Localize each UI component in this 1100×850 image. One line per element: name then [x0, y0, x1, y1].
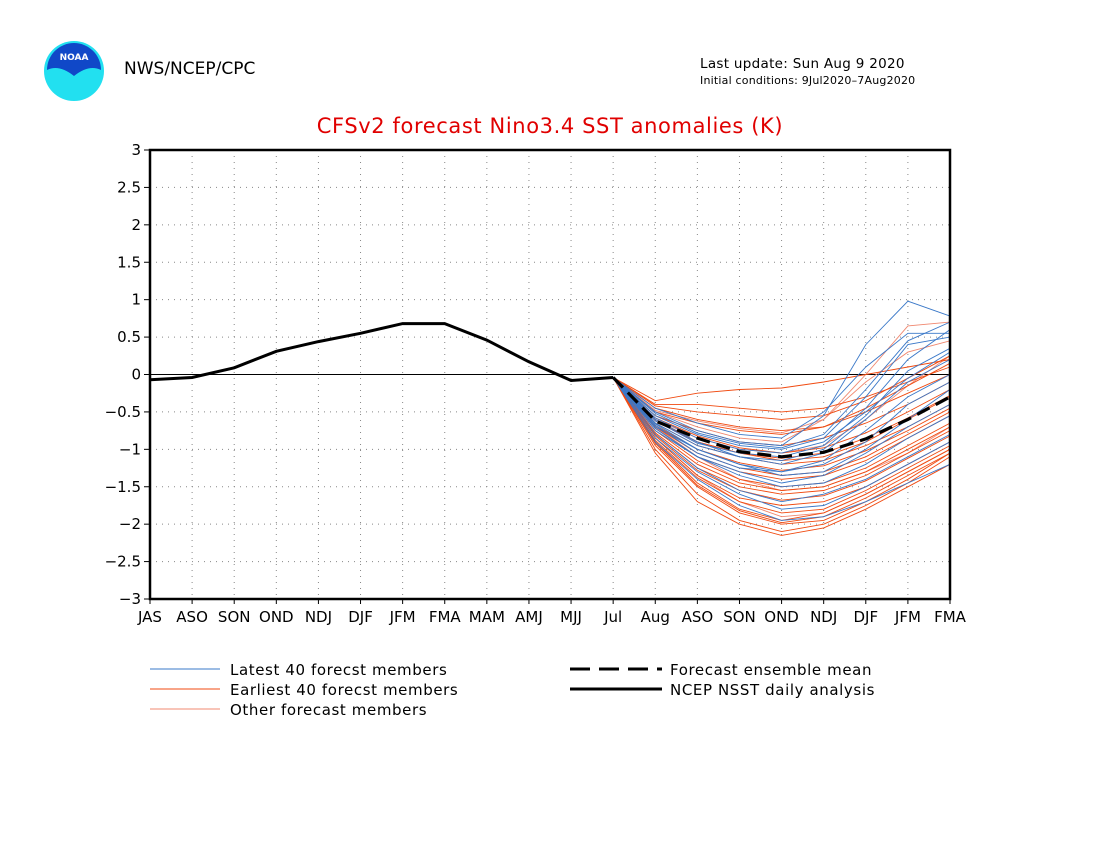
latest-member-line [612, 332, 950, 439]
latest-member-line [612, 347, 951, 462]
x-tick-label: AMJ [515, 608, 543, 626]
latest-member-line [612, 351, 951, 454]
x-tick-labels: JAS ASO SON OND NDJ DJF JFM FMA MAM AMJ MJJ Jul Aug A… [137, 599, 967, 626]
y-tick-label: 3 [131, 141, 141, 159]
y-tick-label: 0.5 [117, 328, 141, 346]
legend: Latest 40 forecst members Earliest 40 fo… [150, 661, 875, 719]
earliest-member-line [612, 377, 951, 491]
chart-title: CFSv2 forecast Nino3.4 SST anomalies (K) [316, 114, 784, 138]
y-tick-label: −1 [119, 440, 141, 458]
x-tick-label: NDJ [305, 608, 332, 626]
latest-member-line [612, 377, 951, 484]
earliest-member-line [612, 377, 951, 514]
x-tick-label: DJF [853, 608, 878, 626]
latest-member-line [612, 377, 951, 521]
x-tick-label: FMA [429, 608, 462, 626]
y-tick-label: −1.5 [105, 478, 141, 496]
latest-member-line [612, 377, 951, 488]
earliest-member-line [612, 377, 951, 533]
x-tick-label: ASO [682, 608, 714, 626]
earliest-member-line [612, 359, 951, 402]
noaa-logo: NOAA [44, 41, 104, 101]
x-tick-label: ASO [176, 608, 208, 626]
y-tick-label: −2 [119, 515, 141, 533]
latest-member-line [612, 336, 951, 450]
x-tick-label: NDJ [810, 608, 837, 626]
other-member-line [612, 377, 951, 518]
earliest-member-line [612, 377, 951, 471]
initial-conditions: Initial conditions: 9Jul2020–7Aug2020 [700, 74, 916, 87]
y-tick-label: 2.5 [117, 178, 141, 196]
x-tick-label: SON [218, 608, 251, 626]
last-update: Last update: Sun Aug 9 2020 [700, 56, 905, 72]
y-tick-label: −3 [119, 590, 141, 608]
grid-lines [150, 150, 950, 599]
legend-latest-label: Latest 40 forecst members [230, 661, 447, 679]
earliest-member-line [612, 366, 951, 413]
earliest-member-line [612, 377, 951, 501]
latest-member-line [612, 321, 951, 449]
y-tick-label: 2 [131, 216, 141, 234]
earliest-member-line [612, 377, 951, 536]
analysis-line [149, 322, 614, 383]
y-tick-label: 1.5 [117, 253, 141, 271]
earliest-member-line [612, 374, 951, 432]
logo-text: NOAA [60, 53, 89, 63]
ensemble-mean-line [612, 376, 951, 459]
forecast-members [612, 300, 951, 536]
latest-member-line [612, 300, 951, 447]
legend-earliest-label: Earliest 40 forecst members [230, 681, 458, 699]
earliest-member-line [612, 362, 951, 435]
x-tick-label: JAS [137, 608, 162, 626]
x-tick-label: OND [764, 608, 799, 626]
other-member-line [612, 321, 951, 443]
x-tick-label: JFM [389, 608, 416, 626]
latest-member-line [612, 377, 951, 476]
x-tick-label: Aug [641, 608, 670, 626]
earliest-member-line [612, 377, 951, 524]
x-tick-label: JFM [894, 608, 921, 626]
y-tick-label: −2.5 [105, 553, 141, 571]
x-tick-label: FMA [934, 608, 967, 626]
logo-bird-shape [47, 43, 101, 76]
main-lines [149, 322, 951, 459]
y-tick-labels: 3 2.5 2 1.5 1 0.5 0 −0.5 −1 −1.5 −2 −2.5 −3 [105, 141, 150, 608]
latest-member-line [612, 377, 951, 503]
x-tick-label: Jul [603, 608, 622, 626]
y-tick-label: 0 [131, 366, 141, 384]
y-tick-label: −0.5 [105, 403, 141, 421]
legend-analysis-label: NCEP NSST daily analysis [670, 681, 875, 699]
earliest-member-line [612, 377, 951, 525]
x-tick-label: MAM [469, 608, 505, 626]
legend-other-label: Other forecast members [230, 701, 427, 719]
legend-mean-label: Forecast ensemble mean [670, 661, 872, 679]
x-tick-label: DJF [348, 608, 373, 626]
latest-member-line [612, 377, 951, 510]
x-tick-label: SON [723, 608, 756, 626]
x-tick-label: OND [259, 608, 294, 626]
y-tick-label: 1 [131, 291, 141, 309]
latest-member-line [612, 374, 951, 473]
x-tick-label: MJJ [560, 608, 582, 626]
org-name: NWS/NCEP/CPC [124, 59, 256, 79]
